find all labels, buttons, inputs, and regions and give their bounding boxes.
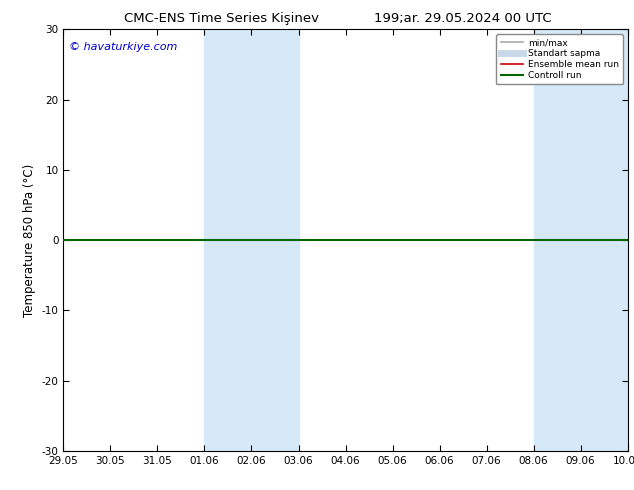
- Bar: [204, 29, 299, 451]
- Y-axis label: Temperature 850 hPa (°C): Temperature 850 hPa (°C): [23, 164, 36, 317]
- Text: © havaturkiye.com: © havaturkiye.com: [69, 42, 178, 52]
- Text: CMC-ENS Time Series Kişinev: CMC-ENS Time Series Kişinev: [124, 12, 320, 25]
- Legend: min/max, Standart sapma, Ensemble mean run, Controll run: min/max, Standart sapma, Ensemble mean r…: [496, 34, 623, 84]
- Bar: [534, 29, 628, 451]
- Text: 199;ar. 29.05.2024 00 UTC: 199;ar. 29.05.2024 00 UTC: [374, 12, 552, 25]
